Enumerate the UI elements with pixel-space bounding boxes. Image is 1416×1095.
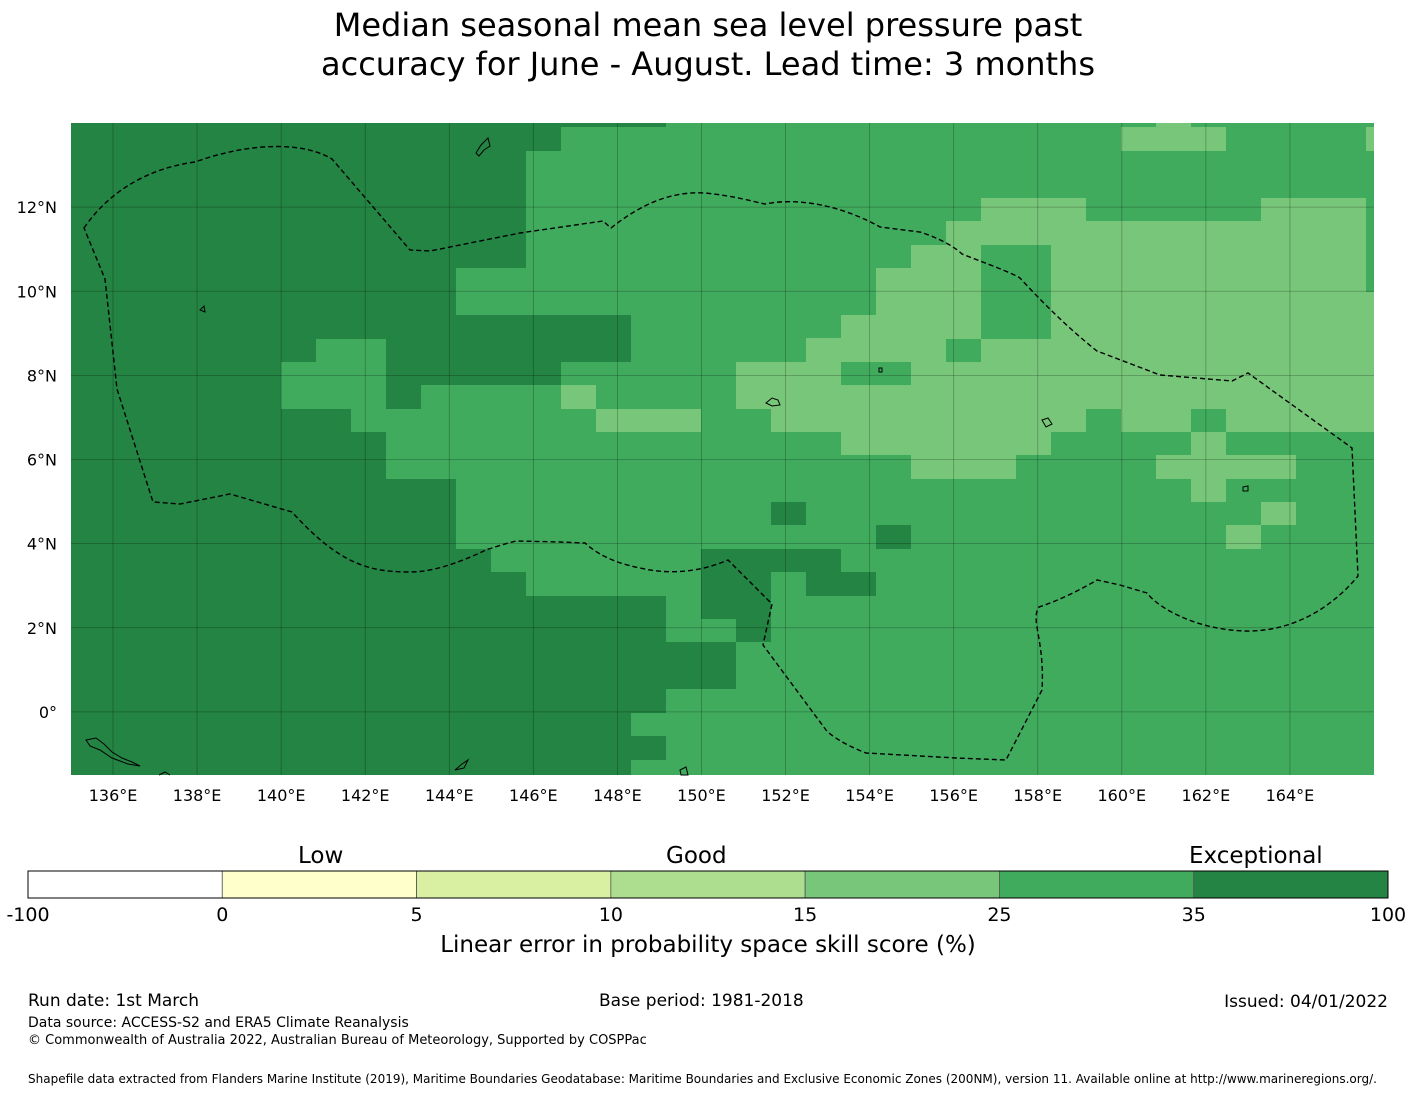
x-tick-label: 156°E [929, 786, 978, 805]
copyright: © Commonwealth of Australia 2022, Austra… [28, 1033, 647, 1048]
colorbar-label: Linear error in probability space skill … [440, 932, 976, 958]
chart-title: Median seasonal mean sea level pressure … [0, 6, 1416, 84]
patch-good-a [981, 245, 1051, 339]
x-tick-label: 136°E [89, 786, 138, 805]
colorbar-box [610, 870, 806, 899]
colorbar-tick-label: -100 [6, 904, 49, 926]
colorbar-tick-label: 0 [216, 904, 228, 926]
x-tick-label: 162°E [1182, 786, 1231, 805]
skill-field [71, 123, 1374, 775]
patch-exceptional-a [771, 502, 806, 525]
colorbar-tick-label: 35 [1182, 904, 1206, 926]
patch-light-f [1261, 502, 1296, 525]
patch-good-c [841, 362, 911, 385]
y-tick-label: 8°N [27, 366, 57, 385]
patch-light-b [1156, 123, 1191, 127]
eez-boundaries [83, 145, 1359, 761]
patch-good-d [1191, 409, 1226, 432]
run-date: Run date: 1st March [28, 991, 200, 1011]
x-tick-label: 144°E [425, 786, 474, 805]
region-good-west [281, 339, 456, 479]
x-tick-label: 158°E [1013, 786, 1062, 805]
colorbar-tick-label: 5 [411, 904, 423, 926]
y-tick-label: 12°N [17, 198, 57, 217]
x-tick-label: 154°E [845, 786, 894, 805]
patch-light-c [1366, 127, 1374, 151]
colorbar-box [221, 870, 417, 899]
region-exceptional-central [701, 549, 876, 642]
colorbar-tick-label: 10 [599, 904, 623, 926]
colorbar-ticks: -100 0 5 10 15 25 35 100 [6, 904, 1406, 926]
y-tick-label: 6°N [27, 451, 57, 470]
category-exceptional: Exceptional [1189, 843, 1323, 869]
map-gridlines [71, 123, 1374, 775]
base-period: Base period: 1981-2018 [599, 991, 804, 1011]
x-tick-label: 164°E [1266, 786, 1315, 805]
colorbar: -100 0 5 10 15 25 35 100 [6, 870, 1406, 926]
patch-light-g [1226, 525, 1261, 549]
colorbar-box [804, 870, 1000, 899]
colorbar-box [27, 870, 223, 899]
patch-light-d [561, 385, 596, 409]
issued-date: Issued: 04/01/2022 [1224, 992, 1388, 1012]
patch-good-b [946, 339, 981, 362]
colorbar-tick-label: 15 [793, 904, 817, 926]
shapefile-credit: Shapefile data extracted from Flanders M… [28, 1072, 1377, 1086]
patch-exceptional-b [876, 525, 911, 549]
colorbar-tick-label: 25 [987, 904, 1011, 926]
colorbar-box [416, 870, 612, 899]
colorbar-box [999, 870, 1195, 899]
skill-score-map: 136°E 138°E 140°E 142°E 144°E 146°E 148°E 150°E… [17, 123, 1374, 805]
colorbar-box [1193, 870, 1389, 899]
x-tick-label: 160°E [1097, 786, 1146, 805]
y-tick-label: 2°N [27, 619, 57, 638]
category-low: Low [298, 843, 344, 869]
colorbar-boxes [27, 870, 1389, 899]
category-good: Good [666, 843, 727, 869]
colorbar-outline [27, 870, 1389, 899]
patch-light-a [1121, 127, 1226, 151]
x-axis-ticks: 136°E 138°E 140°E 142°E 144°E 146°E 148°E 150°E… [89, 786, 1315, 805]
colorbar-tick-label: 100 [1370, 904, 1406, 926]
x-tick-label: 140°E [257, 786, 306, 805]
patch-good-e [666, 619, 701, 642]
x-tick-label: 150°E [677, 786, 726, 805]
y-tick-label: 4°N [27, 535, 57, 554]
y-tick-label: 10°N [17, 282, 57, 301]
x-tick-label: 148°E [593, 786, 642, 805]
coastlines [85, 137, 1249, 776]
x-tick-label: 142°E [341, 786, 390, 805]
data-source: Data source: ACCESS-S2 and ERA5 Climate … [28, 1015, 409, 1031]
x-tick-label: 138°E [173, 786, 222, 805]
title-line-1: Median seasonal mean sea level pressure … [333, 6, 1083, 44]
y-axis-ticks: 0° 2°N 4°N 6°N 8°N 10°N 12°N [17, 198, 57, 722]
y-tick-label: 0° [39, 703, 57, 722]
x-tick-label: 152°E [761, 786, 810, 805]
title-line-2: accuracy for June - August. Lead time: 3… [321, 45, 1095, 83]
patch-light-e [596, 409, 701, 432]
x-tick-label: 146°E [509, 786, 558, 805]
